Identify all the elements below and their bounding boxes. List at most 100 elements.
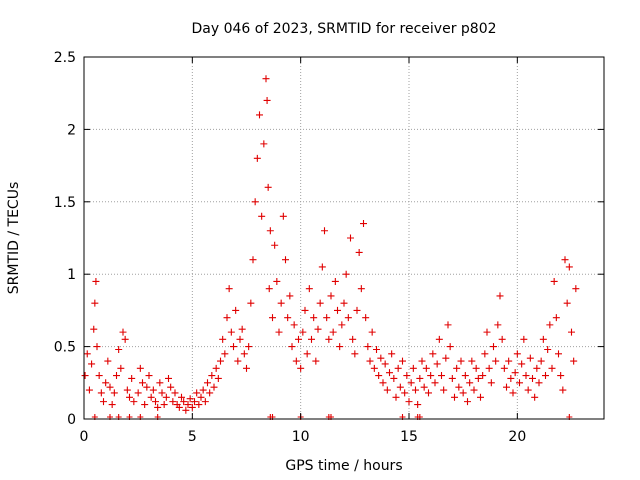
data-point-marker bbox=[364, 343, 372, 351]
data-point-marker bbox=[217, 357, 224, 365]
data-point-marker bbox=[444, 321, 452, 329]
y-tick-label: 1 bbox=[67, 267, 76, 283]
data-point-marker bbox=[440, 386, 448, 394]
data-point-marker bbox=[269, 314, 276, 322]
data-point-marker bbox=[362, 314, 370, 322]
data-point-marker bbox=[136, 364, 144, 372]
data-point-marker bbox=[487, 379, 495, 387]
data-point-marker bbox=[154, 403, 162, 411]
data-point-marker bbox=[453, 364, 461, 372]
data-point-marker bbox=[370, 364, 378, 372]
data-point-marker bbox=[139, 379, 146, 387]
data-point-marker bbox=[327, 292, 335, 300]
data-point-marker bbox=[175, 403, 183, 411]
data-point-marker bbox=[425, 389, 432, 397]
axis-ticks: 0 0.5 1 1.5 2 2.5 0 5 10 15 20 bbox=[54, 50, 604, 445]
x-tick-label: 0 bbox=[80, 429, 89, 445]
data-point-marker bbox=[221, 350, 229, 358]
data-point-marker bbox=[427, 372, 435, 380]
data-point-marker bbox=[472, 364, 480, 372]
data-point-marker bbox=[288, 343, 296, 351]
data-point-marker bbox=[156, 379, 164, 387]
data-point-marker bbox=[110, 389, 118, 397]
data-point-marker bbox=[171, 389, 179, 397]
data-point-marker bbox=[265, 285, 273, 293]
data-point-marker bbox=[396, 383, 404, 391]
data-point-marker bbox=[351, 350, 359, 358]
data-point-marker bbox=[438, 372, 445, 380]
y-axis-label: SRMTID / TECUs bbox=[6, 182, 22, 295]
data-point-marker bbox=[186, 395, 194, 403]
data-point-marker bbox=[123, 386, 131, 394]
data-point-marker bbox=[295, 335, 302, 343]
data-point-marker bbox=[108, 401, 116, 409]
data-point-marker bbox=[303, 350, 311, 358]
data-point-marker bbox=[496, 292, 504, 300]
y-tick-label: 2 bbox=[67, 122, 76, 138]
data-point-marker bbox=[100, 398, 107, 406]
data-point-marker bbox=[570, 357, 578, 365]
data-point-marker bbox=[522, 372, 530, 380]
data-point-marker bbox=[225, 285, 233, 293]
data-point-marker bbox=[500, 364, 508, 372]
data-point-marker bbox=[422, 364, 430, 372]
data-point-marker bbox=[204, 379, 211, 387]
data-point-marker bbox=[572, 285, 580, 293]
plot-frame bbox=[83, 56, 605, 420]
x-tick-label: 5 bbox=[188, 429, 197, 445]
data-point-marker bbox=[544, 345, 552, 353]
data-point-marker bbox=[279, 212, 287, 220]
data-point-marker bbox=[286, 292, 294, 300]
data-point-marker bbox=[251, 198, 259, 206]
y-tick-label: 1.5 bbox=[54, 195, 76, 211]
data-point-marker bbox=[507, 374, 515, 382]
data-point-marker bbox=[481, 350, 489, 358]
data-point-marker bbox=[106, 383, 114, 391]
data-point-marker bbox=[308, 335, 315, 343]
data-point-marker bbox=[210, 383, 218, 391]
data-point-marker bbox=[442, 354, 450, 362]
data-point-marker bbox=[277, 299, 285, 307]
grid-lines bbox=[84, 57, 604, 419]
data-point-marker bbox=[533, 364, 541, 372]
data-point-marker bbox=[260, 140, 268, 148]
data-point-marker bbox=[563, 299, 571, 307]
data-point-marker bbox=[531, 393, 539, 401]
data-point-marker bbox=[513, 350, 521, 358]
data-point-marker bbox=[141, 401, 149, 409]
data-point-marker bbox=[524, 386, 532, 394]
data-point-marker bbox=[336, 343, 344, 351]
data-point-marker bbox=[435, 335, 443, 343]
data-point-marker bbox=[412, 386, 419, 394]
data-point-marker bbox=[316, 299, 324, 307]
data-point-marker bbox=[83, 350, 91, 358]
data-point-marker bbox=[245, 343, 253, 351]
data-point-marker bbox=[182, 406, 190, 414]
data-point-marker bbox=[318, 263, 326, 271]
data-point-marker bbox=[253, 154, 261, 162]
data-point-marker bbox=[539, 335, 547, 343]
data-point-marker bbox=[247, 299, 255, 307]
data-point-marker bbox=[290, 321, 298, 329]
data-point-marker bbox=[282, 256, 289, 264]
data-point-marker bbox=[485, 364, 493, 372]
data-point-marker bbox=[490, 343, 497, 351]
data-point-marker bbox=[264, 183, 272, 191]
data-point-marker bbox=[466, 379, 474, 387]
data-point-marker bbox=[355, 248, 363, 256]
data-point-marker bbox=[381, 360, 389, 368]
data-point-marker bbox=[344, 314, 352, 322]
data-point-marker bbox=[85, 386, 93, 394]
data-point-marker bbox=[379, 379, 387, 387]
data-point-marker bbox=[143, 383, 151, 391]
data-point-marker bbox=[232, 306, 240, 314]
data-point-marker bbox=[401, 389, 409, 397]
data-point-marker bbox=[299, 328, 307, 336]
data-point-marker bbox=[91, 299, 99, 307]
data-point-marker bbox=[271, 241, 279, 249]
data-point-marker bbox=[526, 354, 534, 362]
data-point-marker bbox=[134, 389, 142, 397]
data-point-marker bbox=[262, 75, 270, 83]
data-point-marker bbox=[357, 285, 365, 293]
data-point-marker bbox=[405, 398, 413, 406]
